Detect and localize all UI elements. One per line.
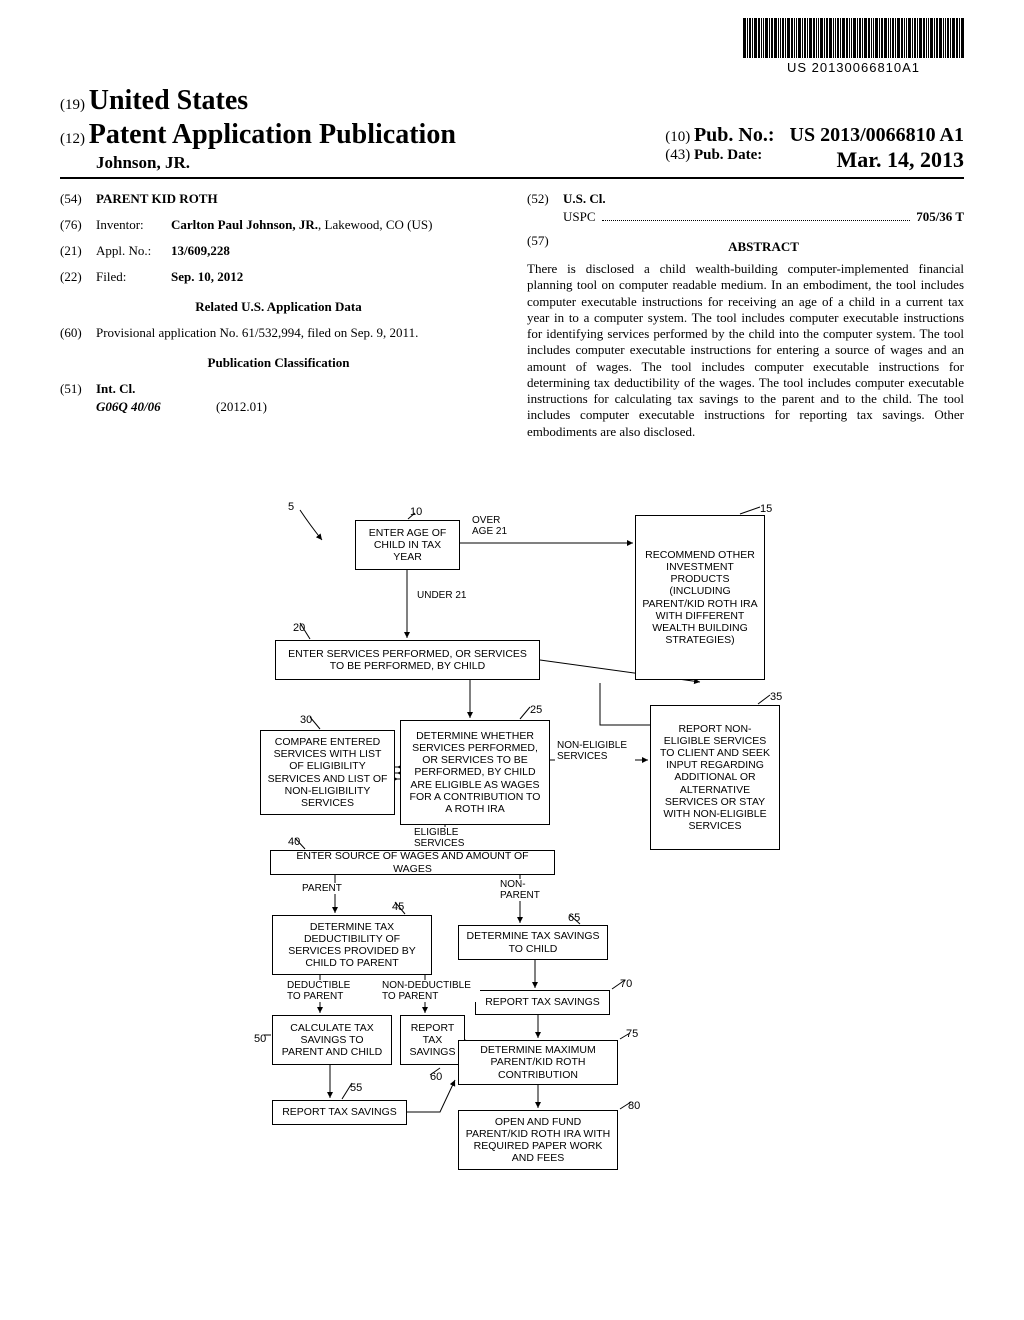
flow-node-45: DETERMINE TAX DEDUCTIBILITY OF SERVICES … bbox=[272, 915, 432, 975]
label-nondeduct: NON-DEDUCTIBLE TO PARENT bbox=[380, 980, 480, 1002]
ref-40: 40 bbox=[288, 836, 300, 848]
ref-20: 20 bbox=[293, 622, 305, 634]
code-19: (19) bbox=[60, 97, 85, 113]
f52-label: U.S. Cl. bbox=[563, 191, 606, 206]
flow-node-75: DETERMINE MAXIMUM PARENT/KID ROTH CONTRI… bbox=[458, 1040, 618, 1085]
flow-node-40: ENTER SOURCE OF WAGES AND AMOUNT OF WAGE… bbox=[270, 850, 555, 875]
code-10: (10) bbox=[665, 129, 690, 145]
f51-code: G06Q 40/06 bbox=[96, 399, 216, 415]
f76-label: Inventor: bbox=[96, 217, 171, 233]
f57-num: (57) bbox=[527, 233, 563, 259]
flow-node-50: CALCULATE TAX SAVINGS TO PARENT AND CHIL… bbox=[272, 1015, 392, 1065]
code-12: (12) bbox=[60, 131, 85, 147]
right-column: (52) U.S. Cl. USPC 705/36 T (57) ABSTRAC… bbox=[527, 191, 964, 440]
header-block: (19) United States (12) Patent Applicati… bbox=[60, 85, 964, 179]
ref-70: 70 bbox=[620, 978, 632, 990]
uspc-dots bbox=[602, 220, 911, 221]
f76-loc: , Lakewood, CO (US) bbox=[318, 217, 432, 232]
code-43: (43) bbox=[665, 147, 690, 163]
label-nonparent: NON-PARENT bbox=[498, 879, 548, 901]
f51-year: (2012.01) bbox=[216, 399, 267, 415]
f21-val: 13/609,228 bbox=[171, 243, 230, 258]
ref-45: 45 bbox=[392, 901, 404, 913]
f21-label: Appl. No.: bbox=[96, 243, 171, 259]
flow-node-35: REPORT NON-ELIGIBLE SERVICES TO CLIENT A… bbox=[650, 705, 780, 850]
barcode-text: US 20130066810A1 bbox=[743, 60, 964, 75]
label-elig: ELIGIBLE SERVICES bbox=[412, 827, 477, 849]
abstract-text: There is disclosed a child wealth-buildi… bbox=[527, 261, 964, 440]
flowchart-arrows bbox=[0, 495, 1024, 1315]
flow-node-25: DETERMINE WHETHER SERVICES PERFORMED, OR… bbox=[400, 720, 550, 825]
f54-num: (54) bbox=[60, 191, 96, 207]
uspc-label: USPC bbox=[563, 209, 596, 225]
ref-15: 15 bbox=[760, 503, 772, 515]
f22-num: (22) bbox=[60, 269, 96, 285]
f76-num: (76) bbox=[60, 217, 96, 233]
f52-num: (52) bbox=[527, 191, 563, 207]
barcode-area: US 20130066810A1 bbox=[743, 18, 964, 75]
flow-node-60: REPORT TAX SAVINGS bbox=[400, 1015, 465, 1065]
ref-50: 50 bbox=[254, 1033, 266, 1045]
uspc-val: 705/36 T bbox=[916, 209, 964, 225]
ref-60: 60 bbox=[430, 1071, 442, 1083]
barcode bbox=[743, 18, 964, 58]
ref-80: 80 bbox=[628, 1100, 640, 1112]
pubdate-label: Pub. Date: bbox=[694, 147, 762, 163]
flow-node-15: RECOMMEND OTHER INVESTMENT PRODUCTS (INC… bbox=[635, 515, 765, 680]
body-columns: (54) PARENT KID ROTH (76) Inventor: Carl… bbox=[60, 191, 964, 440]
flow-node-10: ENTER AGE OF CHILD IN TAX YEAR bbox=[355, 520, 460, 570]
header-right: (10) Pub. No.: US 2013/0066810 A1 (43) P… bbox=[665, 124, 964, 173]
ref-5: 5 bbox=[288, 501, 294, 513]
ref-35: 35 bbox=[770, 691, 782, 703]
f51-label: Int. Cl. bbox=[96, 381, 135, 396]
ref-10: 10 bbox=[410, 506, 422, 518]
f21-num: (21) bbox=[60, 243, 96, 259]
related-title: Related U.S. Application Data bbox=[60, 299, 497, 315]
ref-65: 65 bbox=[568, 912, 580, 924]
header-left: (19) United States (12) Patent Applicati… bbox=[60, 85, 456, 173]
pubclass-title: Publication Classification bbox=[60, 355, 497, 371]
flow-node-20: ENTER SERVICES PERFORMED, OR SERVICES TO… bbox=[275, 640, 540, 680]
f22-val: Sep. 10, 2012 bbox=[171, 269, 243, 284]
label-deduct: DEDUCTIBLE TO PARENT bbox=[285, 980, 365, 1002]
f76-val: Carlton Paul Johnson, JR. bbox=[171, 217, 318, 232]
ref-75: 75 bbox=[626, 1028, 638, 1040]
flow-node-80: OPEN AND FUND PARENT/KID ROTH IRA WITH R… bbox=[458, 1110, 618, 1170]
label-nonelig: NON-ELIGIBLE SERVICES bbox=[555, 740, 635, 762]
f51-num: (51) bbox=[60, 381, 96, 397]
ref-25: 25 bbox=[530, 704, 542, 716]
pubno: US 2013/0066810 A1 bbox=[790, 124, 964, 146]
label-parent: PARENT bbox=[300, 883, 344, 894]
ref-30: 30 bbox=[300, 714, 312, 726]
label-over21: OVER AGE 21 bbox=[470, 515, 525, 537]
pubdate: Mar. 14, 2013 bbox=[836, 147, 964, 173]
flow-node-30: COMPARE ENTERED SERVICES WITH LIST OF EL… bbox=[260, 730, 395, 815]
flow-node-55: REPORT TAX SAVINGS bbox=[272, 1100, 407, 1125]
left-column: (54) PARENT KID ROTH (76) Inventor: Carl… bbox=[60, 191, 497, 440]
f22-label: Filed: bbox=[96, 269, 171, 285]
flow-node-70: REPORT TAX SAVINGS bbox=[475, 990, 610, 1015]
f60-val: Provisional application No. 61/532,994, … bbox=[96, 325, 497, 341]
ref-55: 55 bbox=[350, 1082, 362, 1094]
flowchart: 5 ENTER AGE OF CHILD IN TAX YEAR 10 RECOMM… bbox=[0, 495, 1024, 1315]
f60-num: (60) bbox=[60, 325, 96, 341]
flow-node-65: DETERMINE TAX SAVINGS TO CHILD bbox=[458, 925, 608, 960]
abstract-title: ABSTRACT bbox=[563, 239, 964, 255]
label-under21: UNDER 21 bbox=[415, 590, 468, 601]
country: United States bbox=[89, 85, 248, 116]
inventor-header: Johnson, JR. bbox=[96, 153, 456, 173]
pubno-label: Pub. No.: bbox=[694, 124, 775, 146]
f54-title: PARENT KID ROTH bbox=[96, 191, 218, 206]
pub-type: Patent Application Publication bbox=[89, 119, 456, 150]
